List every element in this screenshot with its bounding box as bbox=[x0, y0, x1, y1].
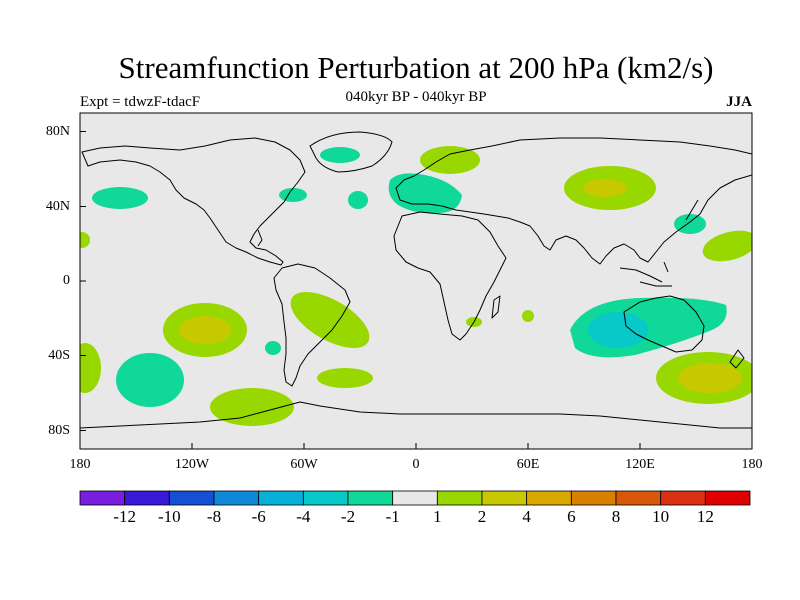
colorbar-swatch bbox=[258, 490, 304, 506]
colorbar-tick-label: -10 bbox=[157, 507, 181, 526]
colorbar-swatch bbox=[481, 490, 528, 506]
contour-fill-positive bbox=[702, 230, 752, 262]
colorbar-swatch bbox=[213, 490, 260, 506]
colorbar-tick-label: 1 bbox=[433, 507, 442, 526]
coastline-madagascar bbox=[491, 295, 501, 319]
colorbar-swatch bbox=[79, 490, 126, 506]
contour-fill-negative bbox=[348, 191, 368, 209]
coastline-north-america bbox=[81, 137, 306, 266]
season-label: JJA bbox=[726, 94, 752, 110]
lon-label-180w: 180 bbox=[69, 457, 91, 472]
contour-fill-positive bbox=[420, 146, 480, 174]
contour-fill-negative bbox=[588, 312, 648, 348]
colorbar-swatch bbox=[124, 490, 170, 506]
contour-fill-positive bbox=[678, 363, 742, 393]
contour-fill-positive bbox=[80, 232, 90, 248]
colorbar-tick-label: -6 bbox=[251, 507, 266, 526]
contour-fill-negative bbox=[674, 214, 706, 234]
coastline-indonesia bbox=[619, 261, 672, 287]
coastlines bbox=[80, 131, 752, 429]
colorbar-swatch bbox=[302, 490, 349, 506]
contour-fill-positive bbox=[522, 310, 534, 322]
lon-label-120e: 120E bbox=[625, 457, 655, 472]
lat-label-40n: 40N bbox=[45, 199, 70, 214]
colorbar-swatch bbox=[526, 490, 572, 506]
coastline-florida bbox=[257, 229, 263, 247]
map-background bbox=[80, 113, 752, 449]
colorbar-tick-label: 2 bbox=[477, 507, 487, 526]
lon-label-180e: 180 bbox=[741, 457, 763, 472]
contour-fill-negative bbox=[320, 147, 360, 163]
colorbar-swatch bbox=[704, 490, 751, 506]
coastline-antarctica bbox=[80, 401, 752, 429]
colorbar-tick-label: -1 bbox=[385, 507, 400, 526]
colorbar-tick-label: 12 bbox=[696, 507, 714, 526]
axis-ticks bbox=[79, 131, 753, 449]
coastline-australia bbox=[623, 295, 705, 353]
colorbar-swatch bbox=[615, 490, 662, 506]
coastline-japan bbox=[685, 199, 699, 221]
contour-fill-positive bbox=[583, 179, 627, 197]
colorbar-tick-label: -4 bbox=[296, 507, 311, 526]
coastline-new-zealand bbox=[729, 349, 745, 369]
colorbar-tick-label: 6 bbox=[567, 507, 576, 526]
experiment-label: Expt = tdwzF-tdacF bbox=[80, 94, 201, 110]
colorbar-tick-label: -2 bbox=[340, 507, 356, 526]
plot-title: Streamfunction Perturbation at 200 hPa (… bbox=[118, 50, 714, 85]
lat-label-80n: 80N bbox=[45, 124, 70, 139]
colorbar-swatch bbox=[347, 490, 394, 506]
colorbar-tick-label: 8 bbox=[611, 507, 621, 526]
lat-label-80s: 80S bbox=[48, 423, 70, 438]
contour-fill-positive bbox=[210, 388, 294, 426]
colorbar-tick-label: -8 bbox=[206, 507, 222, 526]
colorbar-swatch bbox=[436, 490, 483, 506]
contour-fill-negative bbox=[265, 341, 281, 355]
lon-label-60w: 60W bbox=[290, 457, 318, 472]
colorbar-tick-label: 4 bbox=[522, 507, 531, 526]
contour-fill-negative bbox=[388, 173, 462, 214]
contour-fills bbox=[80, 146, 752, 426]
colorbar-swatch bbox=[570, 490, 617, 506]
lon-label-0: 0 bbox=[412, 457, 420, 472]
coastline-greenland bbox=[309, 131, 393, 173]
contour-fill-positive bbox=[80, 343, 101, 393]
contour-fill-positive bbox=[179, 316, 231, 344]
colorbar-swatch bbox=[168, 490, 215, 506]
coastline-africa bbox=[393, 211, 507, 341]
plot-subtitle: 040kyr BP - 040kyr BP bbox=[345, 89, 487, 105]
lat-label-0: 0 bbox=[63, 273, 70, 288]
coastline-eurasia bbox=[395, 137, 752, 265]
colorbar-tick-label: 10 bbox=[652, 507, 670, 526]
lat-label-40s: 40S bbox=[48, 348, 70, 363]
colorbar-tick-label: -12 bbox=[113, 507, 136, 526]
colorbar-swatch bbox=[660, 490, 706, 506]
coastline-south-america bbox=[273, 263, 351, 387]
colorbar bbox=[79, 490, 751, 506]
lon-label-120w: 120W bbox=[174, 457, 210, 472]
contour-fill-positive bbox=[290, 292, 370, 348]
colorbar-swatch bbox=[392, 490, 438, 506]
lon-label-60e: 60E bbox=[516, 457, 540, 472]
contour-fill-negative bbox=[279, 188, 307, 202]
contour-fill-positive bbox=[317, 368, 373, 388]
contour-fill-negative bbox=[116, 353, 184, 407]
contour-fill-negative bbox=[92, 187, 148, 209]
